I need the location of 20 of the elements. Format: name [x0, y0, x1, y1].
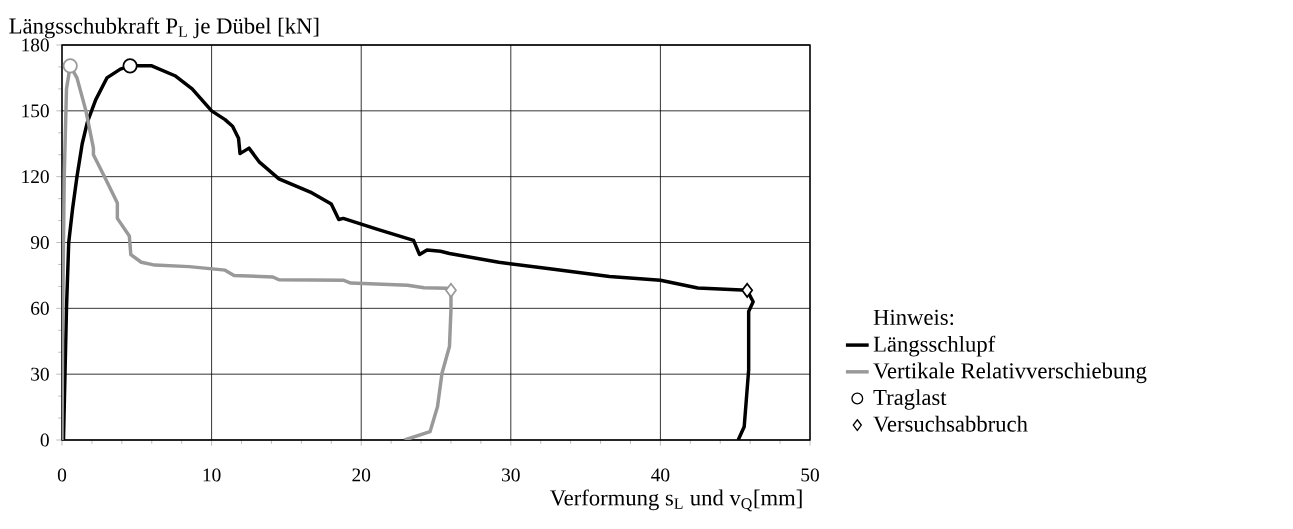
x-tick-label: 30 — [502, 468, 520, 482]
legend-label: Vertikale Relativverschiebung — [873, 362, 1147, 384]
x-axis-title: Verformung s$_{L}$ und v$_{Q}$[mm] — [550, 489, 802, 512]
y-tick-label: 120 — [22, 170, 49, 184]
legend-label: Versuchsabbruch — [873, 415, 1028, 432]
y-tick-label: 60 — [31, 301, 49, 315]
x-tick-label: 50 — [801, 468, 819, 482]
y-axis-title: Längsschubkraft P$_{L}$ je Dübel [kN] — [9, 17, 319, 39]
legend-label: Längsschlupf — [873, 335, 996, 357]
y-tick-label: 0 — [40, 433, 49, 447]
y-tick-label: 150 — [22, 104, 49, 118]
x-tick-label: 0 — [57, 468, 67, 482]
legend-label: Traglast — [873, 389, 947, 410]
y-tick-label: 30 — [31, 367, 49, 381]
y-tick-label: 90 — [30, 235, 49, 250]
x-tick-label: 10 — [203, 468, 221, 482]
legend-title: Hinweis: — [873, 309, 954, 326]
y-tick-label: 180 — [22, 38, 49, 52]
x-tick-label: 40 — [651, 468, 670, 482]
x-tick-label: 20 — [352, 468, 371, 482]
